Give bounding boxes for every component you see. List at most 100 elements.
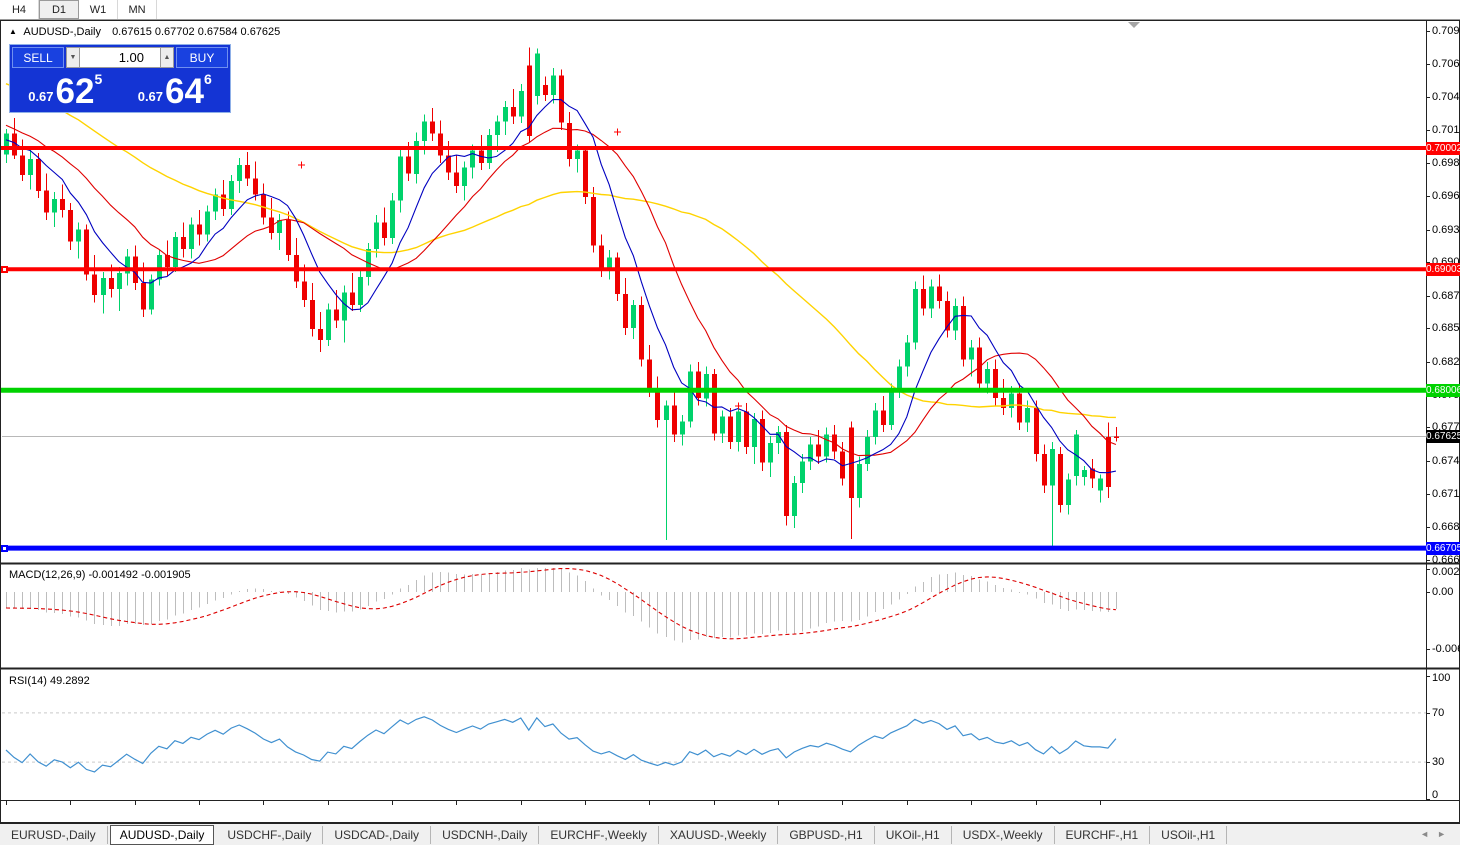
candle [326, 303, 331, 347]
sell-button[interactable]: SELL [12, 47, 64, 68]
chart-canvas[interactable] [1, 21, 1459, 845]
candle [808, 437, 813, 470]
tab-usdcnh-daily[interactable]: USDCNH-,Daily [431, 825, 540, 844]
tab-eurchf-h1[interactable]: EURCHF-,H1 [1055, 825, 1151, 844]
candle [1042, 444, 1047, 493]
price-tick-label: 0.69875 [1432, 157, 1460, 170]
volume-input[interactable]: 1.00 [80, 47, 160, 68]
candle [631, 299, 636, 339]
price-tick-label: 0.67155 [1432, 487, 1460, 500]
candle [414, 132, 419, 184]
candle [760, 410, 765, 472]
candle [535, 48, 540, 105]
candle [881, 395, 886, 433]
buy-price-prefix: 0.67 [137, 89, 164, 104]
tab-usdcad-daily[interactable]: USDCAD-,Daily [323, 825, 432, 844]
tab-usdchf-daily[interactable]: USDCHF-,Daily [216, 825, 324, 844]
tab-audusd-daily[interactable]: AUDUSD-,Daily [109, 824, 215, 845]
tab-usdx-weekly[interactable]: USDX-,Weekly [952, 825, 1055, 844]
candle [358, 269, 363, 313]
candle [350, 273, 355, 311]
buy-price-display[interactable]: 0.67 64 6 [121, 70, 228, 110]
symbol-tree-icon[interactable]: ▲ [9, 27, 17, 36]
candle [816, 429, 821, 464]
tab-eurchf-weekly[interactable]: EURCHF-,Weekly [539, 825, 659, 844]
price-tick-label: 0.68515 [1432, 322, 1460, 335]
tab-gbpusd-h1[interactable]: GBPUSD-,H1 [778, 825, 875, 844]
macd-tick-label: 0.00 [1432, 586, 1454, 598]
candle [302, 264, 307, 308]
timeframe-button-d1[interactable]: D1 [39, 0, 79, 19]
candle [68, 202, 73, 251]
candle [945, 291, 950, 338]
timeframe-button-mn[interactable]: MN [118, 0, 157, 19]
buy-price-pip: 6 [203, 71, 212, 87]
candle [310, 283, 315, 337]
candle [977, 337, 982, 391]
candle [849, 421, 854, 539]
scroll-to-end-marker-icon[interactable] [1128, 22, 1140, 28]
candle [728, 408, 733, 450]
candle [1098, 474, 1103, 503]
one-click-trading-panel: SELL ▼ 1.00 ▲ BUY 0.67 62 5 0.67 64 6 [9, 44, 231, 113]
candle [92, 255, 97, 303]
tab-ukoil-h1[interactable]: UKOil-,H1 [875, 825, 952, 844]
candle [961, 296, 966, 367]
line-anchor-markers [1, 128, 742, 552]
chart-ohlc-label: 0.67615 0.67702 0.67584 0.67625 [112, 26, 281, 38]
candle [688, 364, 693, 428]
tab-scroll-arrows[interactable]: ◄► [1420, 829, 1454, 839]
candle [430, 108, 435, 141]
candle [1050, 441, 1055, 548]
candle [583, 145, 588, 205]
candle [261, 183, 266, 225]
candle [237, 158, 242, 194]
volume-decrease-button[interactable]: ▼ [66, 47, 80, 68]
candle [768, 435, 773, 478]
tab-xauusd-weekly[interactable]: XAUUSD-,Weekly [659, 825, 779, 844]
sell-price-display[interactable]: 0.67 62 5 [12, 70, 119, 110]
candle [503, 100, 508, 135]
candle [117, 267, 122, 311]
candle [173, 232, 178, 272]
candle [696, 361, 701, 406]
candle [639, 296, 644, 367]
ma-line-fast [5, 98, 1117, 474]
volume-increase-button[interactable]: ▲ [160, 47, 174, 68]
ma-line-medium [5, 124, 1117, 457]
rsi-tick-label: 70 [1432, 706, 1445, 719]
candle [792, 475, 797, 529]
candle [390, 193, 395, 245]
candle [149, 274, 154, 315]
panel-separators [1, 21, 1459, 801]
timeframe-toolbar: H4 D1 W1 MN [0, 0, 1460, 20]
candle [286, 211, 291, 262]
candle [993, 359, 998, 406]
price-line-badge: 0.69003 [1426, 262, 1460, 276]
candle [269, 198, 274, 240]
price-line-badge: 0.68006 [1426, 383, 1460, 397]
buy-button[interactable]: BUY [176, 47, 228, 68]
candles-layer [4, 47, 1119, 548]
timeframe-button-h4[interactable]: H4 [0, 0, 39, 19]
macd-label: MACD(12,26,9) -0.001492 -0.001905 [9, 569, 191, 581]
macd-tick-label: 0.002574 [1432, 565, 1460, 578]
candle [1001, 378, 1006, 416]
tab-eurusd-daily[interactable]: EURUSD-,Daily [0, 825, 108, 844]
price-tick-label: 0.66880 [1432, 520, 1460, 533]
macd-signal-line [5, 567, 1116, 640]
candle [776, 426, 781, 455]
candle [84, 224, 89, 281]
candle [101, 272, 106, 314]
chart-window: ▲ AUDUSD-,Daily 0.67615 0.67702 0.67584 … [0, 20, 1460, 845]
tab-usoil-h1[interactable]: USOil-,H1 [1150, 825, 1228, 844]
price-tick-label: 0.70965 [1432, 25, 1460, 38]
candle [52, 191, 57, 228]
rsi-tick-label: 100 [1432, 672, 1451, 684]
candle [929, 279, 934, 319]
timeframe-button-w1[interactable]: W1 [79, 0, 118, 19]
candle [1082, 466, 1087, 486]
candle [567, 111, 572, 167]
candle [181, 222, 186, 258]
candle [551, 68, 556, 104]
